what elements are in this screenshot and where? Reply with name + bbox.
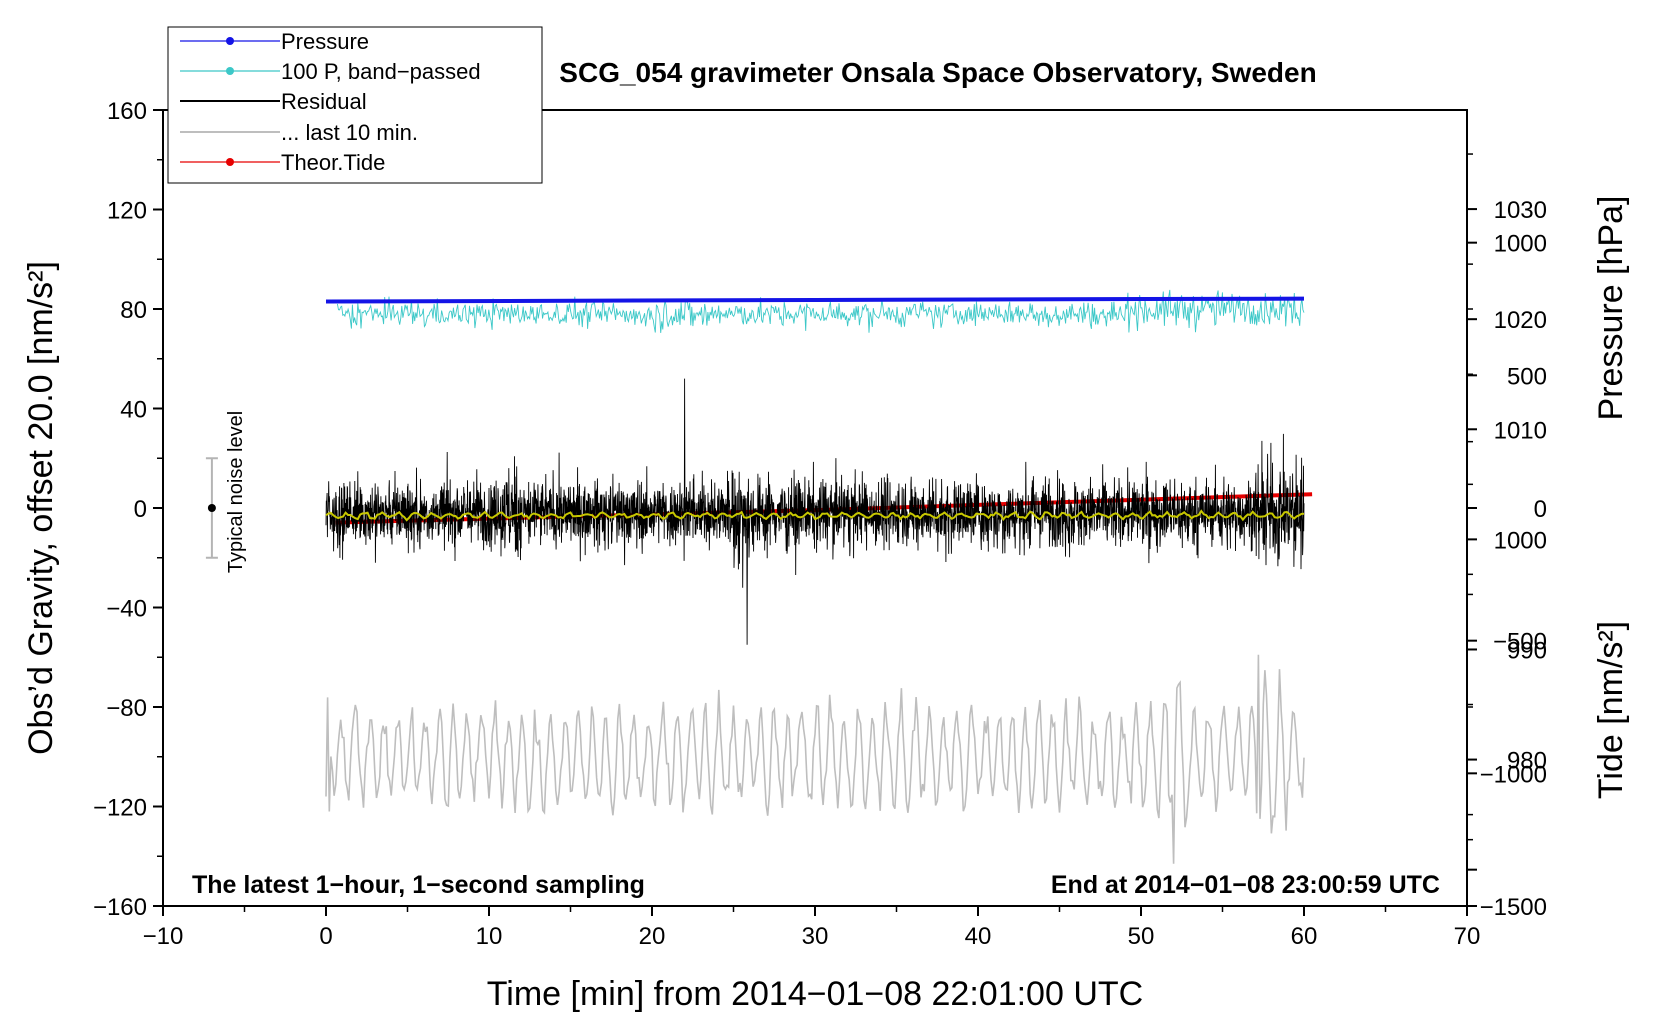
y-tick-label: 40 xyxy=(120,397,147,424)
series-pressure xyxy=(325,296,1305,304)
y-tick-label: 0 xyxy=(134,496,147,523)
x-tick-label: 60 xyxy=(1291,923,1318,950)
series-residual xyxy=(325,378,1305,645)
tide-tick-label: −1500 xyxy=(1480,894,1547,921)
pressure-tick-label: 1030 xyxy=(1494,197,1547,224)
x-tick-label: 10 xyxy=(476,923,503,950)
noise-bar-center xyxy=(207,504,216,512)
legend-label-last-10-min: ... last 10 min. xyxy=(281,120,418,145)
series-group xyxy=(325,289,1313,864)
x-tick-label: −10 xyxy=(143,923,184,950)
pressure-axis-label: Pressure [hPa] xyxy=(1592,196,1630,421)
series-last-10-min xyxy=(325,654,1305,864)
legend-marker-band-passed xyxy=(226,67,234,75)
x-tick-label: 40 xyxy=(965,923,992,950)
x-tick-label: 50 xyxy=(1128,923,1155,950)
x-tick-label: 0 xyxy=(319,923,332,950)
chart-title: SCG_054 gravimeter Onsala Space Observat… xyxy=(559,57,1316,88)
series-residual-smoothed xyxy=(325,509,1305,522)
y-tick-label: −80 xyxy=(106,695,147,722)
y-tick-label: 80 xyxy=(120,297,147,324)
legend: Pressure 100 P, band−passed Residual ...… xyxy=(167,26,543,184)
legend-marker-theor-tide xyxy=(226,158,234,166)
y-left-axis-ticks: 160 120 80 40 0 −40 −80 −120 −160 xyxy=(93,98,163,921)
pressure-tick-label: 990 xyxy=(1507,637,1547,664)
y-tick-label: 160 xyxy=(107,98,147,125)
y-left-axis-label: Obs’d Gravity, offset 20.0 [nm/s²] xyxy=(22,261,60,755)
pressure-tick-label: 1010 xyxy=(1494,417,1547,444)
x-axis-ticks: −10 0 10 20 30 40 50 60 70 xyxy=(143,906,1481,950)
legend-entry-theor-tide: Theor.Tide xyxy=(180,150,385,175)
pressure-axis-ticks: 1030 1020 1010 1000 990 980 xyxy=(1467,153,1547,871)
tide-tick-label: −500 xyxy=(1493,629,1547,656)
x-tick-label: 70 xyxy=(1454,923,1481,950)
y-tick-label: 120 xyxy=(107,198,147,225)
tide-axis-ticks: 1000 500 0 −500 −1000 −1500 xyxy=(1467,231,1547,921)
x-tick-label: 30 xyxy=(802,923,829,950)
legend-label-band-passed: 100 P, band−passed xyxy=(281,59,481,84)
legend-label-theor-tide: Theor.Tide xyxy=(281,150,385,175)
pressure-tick-label: 1020 xyxy=(1494,307,1547,334)
tide-tick-label: 0 xyxy=(1534,496,1547,523)
legend-entry-residual: Residual xyxy=(180,89,367,114)
pressure-tick-label: 1000 xyxy=(1494,527,1547,554)
legend-entry-pressure: Pressure xyxy=(180,29,369,54)
tide-tick-label: 500 xyxy=(1507,363,1547,390)
x-axis-label: Time [min] from 2014−01−08 22:01:00 UTC xyxy=(487,975,1143,1013)
end-time-note: End at 2014−01−08 23:00:59 UTC xyxy=(1051,871,1440,899)
y-tick-label: −40 xyxy=(106,596,147,623)
legend-entry-band-passed: 100 P, band−passed xyxy=(180,59,481,84)
tide-tick-label: 1000 xyxy=(1494,231,1547,258)
y-tick-label: −160 xyxy=(93,894,147,921)
sampling-note: The latest 1−hour, 1−second sampling xyxy=(192,871,645,899)
legend-marker-pressure xyxy=(226,37,234,45)
legend-label-residual: Residual xyxy=(281,89,367,114)
legend-box xyxy=(167,26,543,184)
tide-axis-label: Tide [nm/s²] xyxy=(1592,621,1630,799)
x-tick-label: 20 xyxy=(639,923,666,950)
pressure-tick-label: 980 xyxy=(1507,748,1547,775)
series-band-passed xyxy=(336,289,1305,333)
legend-entry-last-10-min: ... last 10 min. xyxy=(180,120,418,145)
legend-label-pressure: Pressure xyxy=(281,29,369,54)
tide-tick-label: −1000 xyxy=(1480,761,1547,788)
noise-level-indicator xyxy=(205,457,218,559)
y-tick-label: −120 xyxy=(93,795,147,822)
noise-level-label: Typical noise level xyxy=(225,411,247,573)
